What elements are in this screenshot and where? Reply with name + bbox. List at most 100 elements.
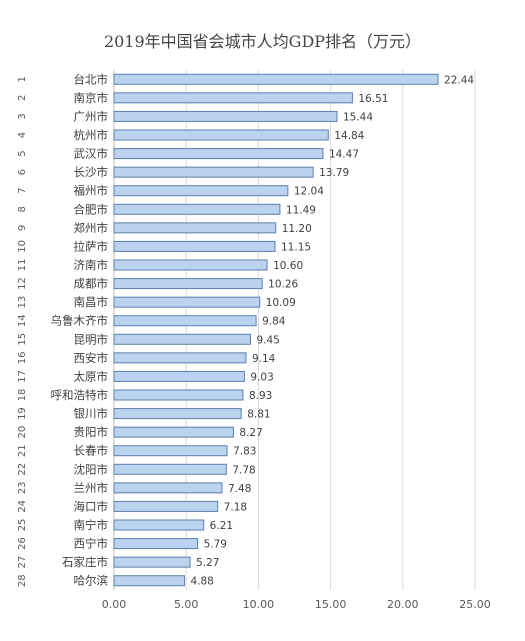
rank-label: 3 xyxy=(17,113,28,119)
bar xyxy=(113,445,228,457)
category-label: 昆明市 xyxy=(74,332,109,346)
rank-label: 14 xyxy=(17,314,28,327)
bar xyxy=(113,259,268,271)
category-label: 郑州市 xyxy=(74,221,109,235)
x-tick-label: 25.00 xyxy=(459,598,491,611)
bar xyxy=(113,426,234,438)
bar xyxy=(113,148,324,160)
bar xyxy=(113,222,277,234)
bar xyxy=(113,519,205,531)
bar xyxy=(113,315,257,327)
category-label: 石家庄市 xyxy=(62,555,108,569)
rank-label: 21 xyxy=(17,444,28,457)
category-label: 杭州市 xyxy=(74,128,109,142)
rank-label: 24 xyxy=(17,500,28,513)
category-label: 福州市 xyxy=(74,184,109,198)
bar xyxy=(113,352,247,364)
data-label: 16.51 xyxy=(358,93,388,105)
category-label: 西安市 xyxy=(74,351,109,365)
category-label: 拉萨市 xyxy=(74,239,109,253)
rank-label: 23 xyxy=(17,481,28,494)
bar xyxy=(113,370,245,382)
rank-label: 4 xyxy=(17,132,28,138)
bar xyxy=(113,129,329,141)
category-label: 西宁市 xyxy=(74,537,109,551)
data-label: 5.27 xyxy=(196,557,219,569)
category-label: 长春市 xyxy=(74,444,109,458)
category-label: 乌鲁木齐市 xyxy=(51,314,109,328)
category-label: 武汉市 xyxy=(74,147,109,161)
rank-label: 25 xyxy=(17,519,28,532)
category-label: 海口市 xyxy=(74,499,109,513)
category-label: 银川市 xyxy=(74,407,109,421)
bar xyxy=(113,408,242,420)
category-label: 沈阳市 xyxy=(74,462,109,476)
bar xyxy=(113,538,199,550)
rank-label: 22 xyxy=(17,463,28,476)
bar xyxy=(113,463,227,475)
data-label: 12.04 xyxy=(294,186,324,198)
data-label: 13.79 xyxy=(319,167,349,179)
bar xyxy=(113,575,185,587)
rank-label: 6 xyxy=(17,169,28,175)
x-tick-label: 15.00 xyxy=(315,598,347,611)
bar xyxy=(113,389,244,401)
category-label: 济南市 xyxy=(74,258,109,272)
data-label: 8.93 xyxy=(249,390,272,402)
rank-label: 26 xyxy=(17,537,28,550)
data-label: 7.78 xyxy=(232,464,255,476)
rank-label: 20 xyxy=(17,426,28,439)
rank-label: 19 xyxy=(17,407,28,420)
rank-label: 9 xyxy=(17,225,28,231)
x-tick-label: 10.00 xyxy=(243,598,275,611)
rank-label: 12 xyxy=(17,277,28,290)
rank-label: 1 xyxy=(17,76,28,82)
bar xyxy=(113,92,353,104)
category-label: 兰州市 xyxy=(74,481,109,495)
data-label: 7.83 xyxy=(233,446,256,458)
bar xyxy=(113,296,261,308)
data-label: 10.26 xyxy=(268,279,298,291)
bar xyxy=(113,240,276,252)
category-label: 长沙市 xyxy=(74,165,109,179)
rank-label: 17 xyxy=(17,370,28,383)
category-label: 广州市 xyxy=(74,109,109,123)
rank-label: 11 xyxy=(17,259,28,272)
x-tick-label: 5.00 xyxy=(174,598,199,611)
data-label: 11.15 xyxy=(281,241,311,253)
data-label: 9.03 xyxy=(250,371,273,383)
data-label: 14.84 xyxy=(334,130,364,142)
data-label: 5.79 xyxy=(204,539,227,551)
bar xyxy=(113,500,219,512)
rank-label: 8 xyxy=(17,206,28,212)
data-label: 7.18 xyxy=(224,501,247,513)
data-label: 11.20 xyxy=(282,223,312,235)
data-label: 10.09 xyxy=(266,297,296,309)
rank-label: 18 xyxy=(17,389,28,402)
bar xyxy=(113,185,289,197)
data-label: 6.21 xyxy=(210,520,233,532)
bar xyxy=(113,110,338,122)
rank-label: 10 xyxy=(17,240,28,253)
category-label: 南昌市 xyxy=(74,295,109,309)
category-label: 成都市 xyxy=(74,277,109,291)
rank-label: 5 xyxy=(17,150,28,156)
bar xyxy=(113,278,263,290)
x-tick-label: 20.00 xyxy=(387,598,419,611)
data-label: 14.47 xyxy=(329,149,359,161)
category-label: 台北市 xyxy=(74,72,109,86)
data-label: 15.44 xyxy=(343,111,373,123)
data-label: 9.14 xyxy=(252,353,276,365)
rank-label: 28 xyxy=(17,574,28,587)
rank-label: 7 xyxy=(17,188,28,194)
category-label: 呼和浩特市 xyxy=(51,388,109,402)
x-tick-label: 0.00 xyxy=(102,598,127,611)
data-label: 8.27 xyxy=(239,427,262,439)
bar xyxy=(113,333,251,345)
bar xyxy=(113,166,314,178)
data-label: 11.49 xyxy=(286,204,316,216)
data-label: 22.44 xyxy=(444,74,474,86)
rank-label: 27 xyxy=(17,556,28,569)
